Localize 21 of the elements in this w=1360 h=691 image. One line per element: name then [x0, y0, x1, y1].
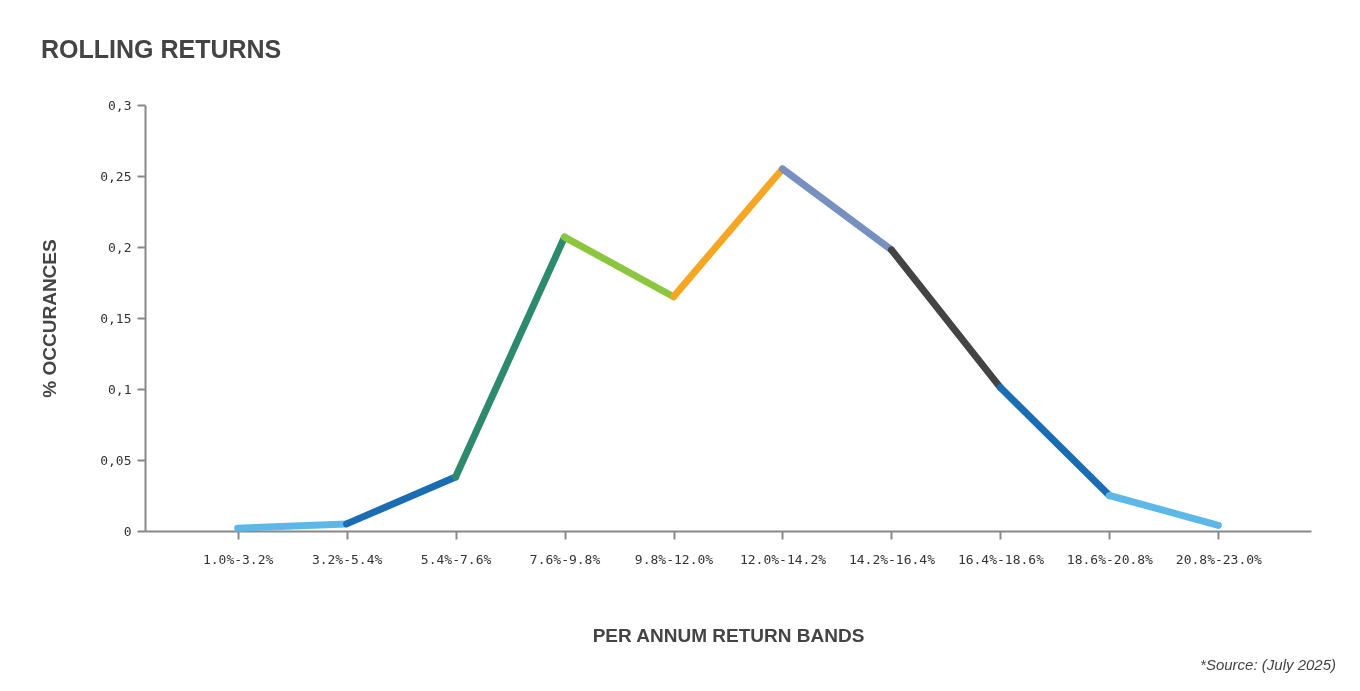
x-tick-label: 7.6%-9.8%	[529, 551, 601, 567]
x-axis-title: PER ANNUM RETURN BANDS	[592, 624, 865, 646]
x-tick-label: 16.4%-18.6%	[957, 551, 1045, 567]
x-tick-label: 9.8%-12.0%	[634, 551, 714, 567]
y-tick-label: 0,2	[108, 239, 132, 255]
y-tick-label: 0,15	[100, 310, 132, 326]
x-tick-label: 20.8%-23.0%	[1175, 551, 1263, 567]
chart-title: ROLLING RETURNS	[41, 35, 282, 63]
y-tick-label: 0,1	[108, 381, 132, 397]
x-tick-label: 14.2%-16.4%	[848, 551, 936, 567]
y-tick-label: 0	[123, 523, 132, 539]
x-tick-label: 3.2%-5.4%	[311, 551, 383, 567]
y-tick-label: 0,3	[108, 97, 132, 113]
x-tick-label: 1.0%-3.2%	[202, 551, 274, 567]
text: *Source: (July 2025)	[1200, 656, 1336, 673]
y-tick-label: 0,05	[100, 452, 132, 468]
y-tick-label: 0,25	[100, 168, 132, 184]
x-tick-label: 12.0%-14.2%	[739, 551, 827, 567]
x-tick-label: 5.4%-7.6%	[420, 551, 492, 567]
y-axis-title: % OCCURANCES	[39, 239, 61, 398]
x-tick-label: 18.6%-20.8%	[1066, 551, 1154, 567]
